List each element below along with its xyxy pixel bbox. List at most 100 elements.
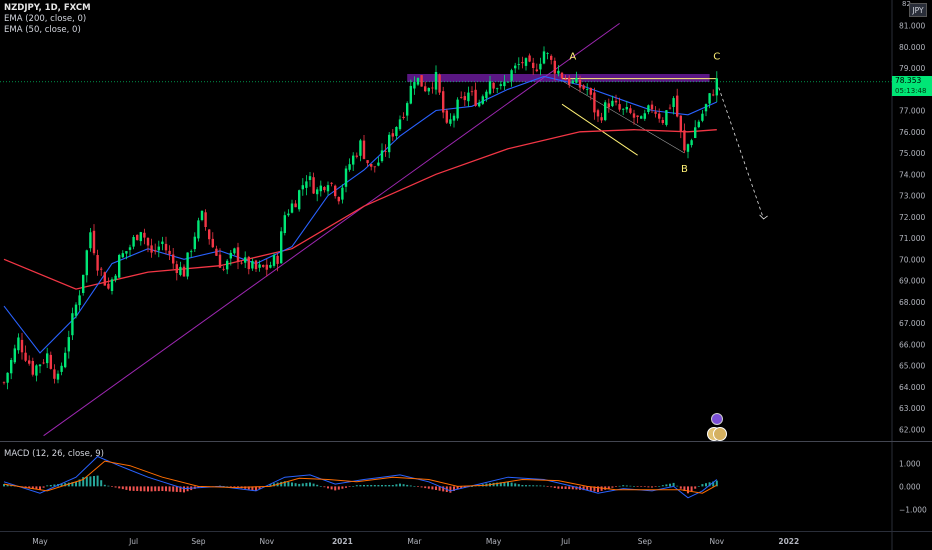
candle-body <box>132 237 135 247</box>
candle-body <box>92 230 96 254</box>
macd-hist-bar <box>615 486 617 487</box>
macd-hist-bar <box>507 481 509 487</box>
y-tick-label: 63.000 <box>899 404 925 413</box>
candle-body <box>334 185 337 197</box>
macd-hist-bar <box>35 486 38 490</box>
y-tick-label: 81.000 <box>899 22 925 31</box>
macd-hist-bar <box>327 486 329 489</box>
macd-hist-bar <box>337 486 340 490</box>
candle-body <box>10 360 13 374</box>
candle-body <box>298 190 301 210</box>
candle-body <box>31 361 34 375</box>
candle-body <box>564 79 567 81</box>
symbol-label[interactable]: NZDJPY, 1D, FXCM <box>4 3 91 13</box>
ema200-legend[interactable]: EMA (200, close, 0) <box>4 14 87 24</box>
candle-body <box>215 248 218 256</box>
candle-body <box>85 250 88 276</box>
candle-body <box>290 203 294 213</box>
top-price-tick: 82 <box>902 0 911 8</box>
ema50-legend[interactable]: EMA (50, close, 0) <box>4 25 81 35</box>
x-tick-label: May <box>32 537 48 546</box>
macd-hist-bar <box>287 481 290 487</box>
candle-body <box>578 80 582 88</box>
candle-body <box>391 133 394 137</box>
projection-arrowhead <box>759 214 768 220</box>
macd-hist-bar <box>413 486 416 487</box>
event-icon[interactable] <box>711 413 723 425</box>
candle-body <box>362 140 366 159</box>
macd-hist-bar <box>636 486 639 487</box>
candle-body <box>136 234 139 241</box>
macd-hist-bar <box>471 486 473 487</box>
candle-body <box>316 189 319 195</box>
macd-pane: 1.000 0.000 −1.000 <box>3 455 927 514</box>
candle-body <box>467 92 470 102</box>
candle-body <box>154 250 157 252</box>
y-tick-label: 75.000 <box>899 149 925 158</box>
candle-body <box>510 70 513 81</box>
candle-body <box>521 62 524 64</box>
macd-hist-bar <box>409 485 412 487</box>
macd-hist-bar <box>226 486 229 487</box>
candle-body <box>406 103 409 116</box>
currency-badge[interactable]: JPY <box>909 3 927 17</box>
macd-hist-bar <box>352 486 355 487</box>
macd-hist-bar <box>525 485 527 487</box>
candle-body <box>348 164 351 170</box>
candle-body <box>636 115 639 117</box>
dividend-icon-2[interactable] <box>713 427 727 441</box>
wedge-bottom-line <box>561 103 638 156</box>
candle-body <box>164 243 168 251</box>
candle-body <box>193 236 196 250</box>
macd-hist-bar <box>687 486 689 494</box>
macd-hist-bar <box>697 486 700 487</box>
candle-body <box>625 107 628 110</box>
candle-body <box>373 166 376 168</box>
macd-hist-bar <box>147 486 149 492</box>
candle-body <box>614 100 618 103</box>
macd-hist-bar <box>103 484 106 487</box>
macd-hist-bar <box>499 482 502 487</box>
y-tick-label: 66.000 <box>899 340 925 349</box>
macd-hist-bar <box>607 486 610 489</box>
macd-hist-bar <box>535 485 538 487</box>
candle-body <box>247 256 250 270</box>
candle-body <box>42 362 45 364</box>
macd-hist-bar <box>323 486 326 488</box>
macd-hist-bar <box>165 486 167 492</box>
candle-body <box>251 261 254 269</box>
candle-body <box>434 72 438 90</box>
macd-y-tick-label: 0.000 <box>899 482 921 491</box>
macd-hist-bar <box>640 486 643 487</box>
candle-body <box>323 187 326 191</box>
candle-body <box>125 251 128 254</box>
candle-body <box>157 246 160 251</box>
macd-hist-bar <box>539 485 542 487</box>
candle-body <box>67 337 70 352</box>
candle-body <box>571 80 574 83</box>
candles <box>2 46 718 390</box>
candle-body <box>424 86 427 92</box>
macd-hist-bar <box>28 486 31 489</box>
candle-body <box>204 212 207 227</box>
candle-body <box>704 104 708 112</box>
candle-body <box>211 238 214 248</box>
macd-legend[interactable]: MACD (12, 26, close, 9) <box>4 449 104 459</box>
macd-hist-bar <box>251 486 254 490</box>
macd-hist-bar <box>157 486 160 492</box>
macd-hist-bar <box>255 486 257 491</box>
macd-hist-bar <box>229 486 232 487</box>
macd-hist-bar <box>582 486 585 491</box>
candle-body <box>665 110 668 125</box>
candle-body <box>38 364 42 367</box>
candle-body <box>661 120 664 123</box>
candle-body <box>240 262 243 264</box>
candle-body <box>650 104 654 110</box>
y-tick-label: 74.000 <box>899 170 925 179</box>
candle-body <box>168 250 171 255</box>
candle-body <box>262 265 265 267</box>
candle-body <box>604 102 607 121</box>
candle-body <box>269 265 272 268</box>
candle-body <box>438 74 441 93</box>
